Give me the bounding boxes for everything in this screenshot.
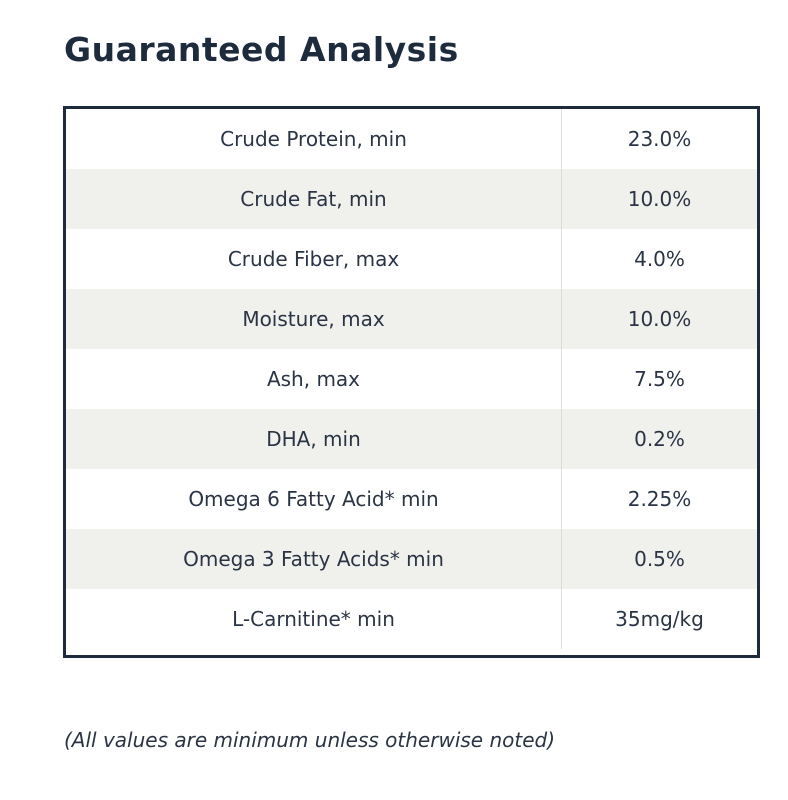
table-row: DHA, min 0.2% <box>66 409 757 469</box>
guaranteed-analysis-table: Crude Protein, min 23.0% Crude Fat, min … <box>63 106 760 658</box>
table-row: Ash, max 7.5% <box>66 349 757 409</box>
nutrient-value: 23.0% <box>627 127 692 151</box>
table-row: Omega 3 Fatty Acids* min 0.5% <box>66 529 757 589</box>
table-row: L-Carnitine* min 35mg/kg <box>66 589 757 649</box>
nutrient-name: Crude Protein, min <box>66 109 562 169</box>
table-row: Omega 6 Fatty Acid* min 2.25% <box>66 469 757 529</box>
nutrient-name: DHA, min <box>66 409 562 469</box>
page-title: Guaranteed Analysis <box>64 30 459 69</box>
nutrient-value: 0.2% <box>561 409 757 469</box>
nutrient-name: Ash, max <box>66 349 562 409</box>
nutrient-name: L-Carnitine* min <box>66 589 562 649</box>
table-row: Crude Fiber, max 4.0% <box>66 229 757 289</box>
nutrient-name: Omega 6 Fatty Acid* min <box>66 469 562 529</box>
nutrient-name: Crude Fiber, max <box>66 229 562 289</box>
analysis-table: Crude Protein, min 23.0% Crude Fat, min … <box>66 109 757 649</box>
table-row: Crude Fat, min 10.0% <box>66 169 757 229</box>
nutrient-value: 0.5% <box>561 529 757 589</box>
nutrient-value: 10.0% <box>561 289 757 349</box>
nutrient-value: 2.25% <box>627 487 692 511</box>
nutrient-value: 4.0% <box>634 247 685 271</box>
nutrient-value: 7.5% <box>634 367 685 391</box>
footnote: (All values are minimum unless otherwise… <box>64 728 556 752</box>
nutrient-name: Crude Fat, min <box>66 169 562 229</box>
table-row: Crude Protein, min 23.0% <box>66 109 757 169</box>
nutrient-name: Omega 3 Fatty Acids* min <box>66 529 562 589</box>
nutrient-value: 35mg/kg <box>615 607 704 631</box>
table-row: Moisture, max 10.0% <box>66 289 757 349</box>
nutrient-name: Moisture, max <box>66 289 562 349</box>
nutrient-value: 10.0% <box>561 169 757 229</box>
